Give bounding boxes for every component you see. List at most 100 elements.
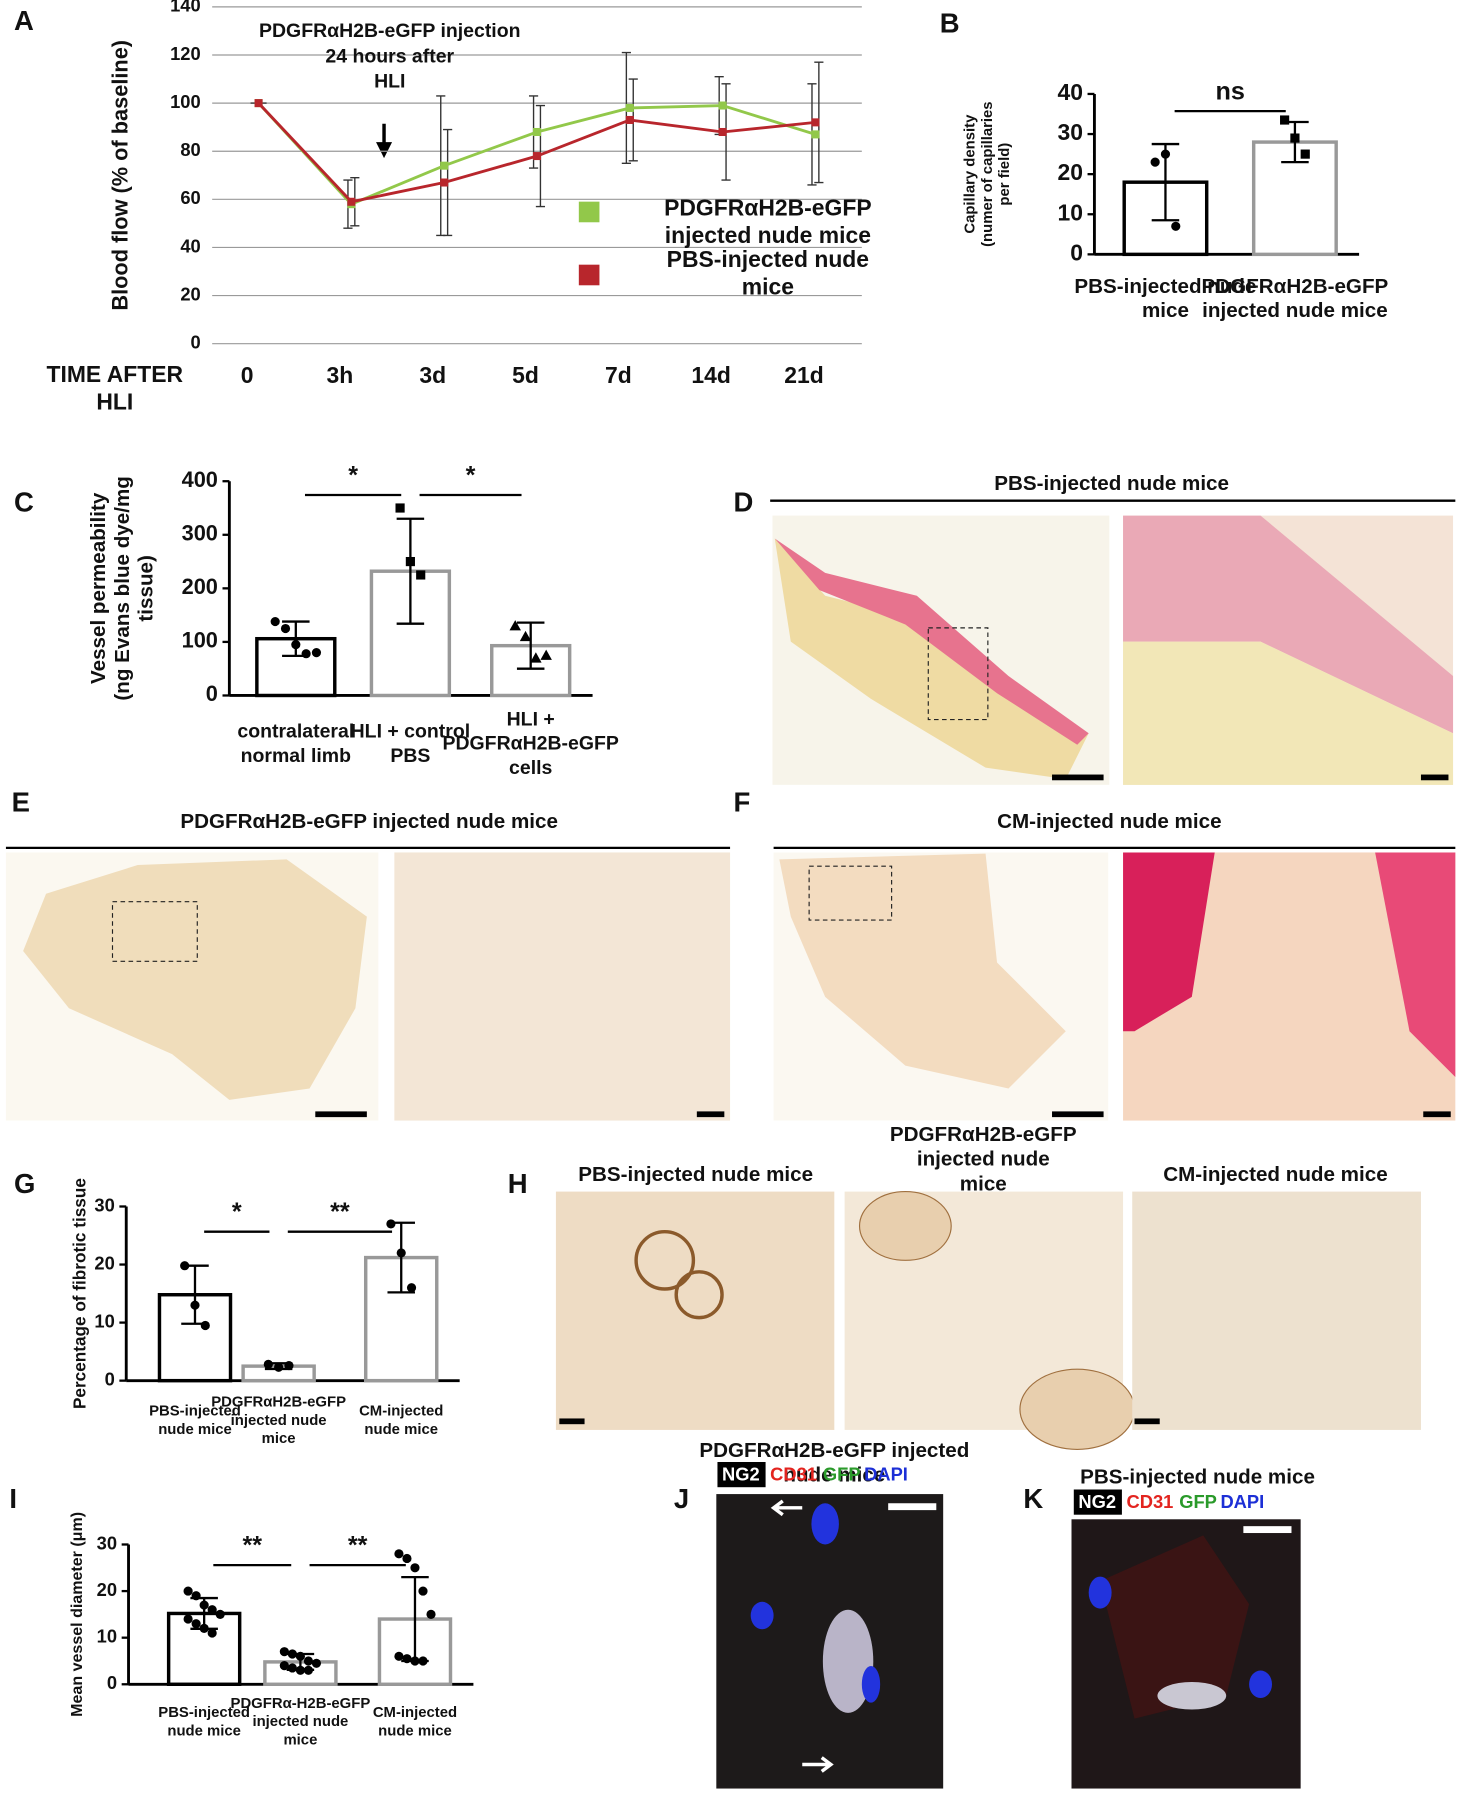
error-bar (396, 517, 425, 625)
y-tick-label: 100 (182, 628, 218, 653)
data-point (263, 1359, 273, 1369)
point (532, 127, 542, 137)
y-tick-label: 20 (1057, 159, 1082, 185)
annotation: 24 hours after (325, 45, 454, 67)
y-tick-label: 400 (182, 467, 218, 492)
channel-label: DAPI (864, 1464, 908, 1485)
data-point (311, 648, 322, 658)
point (440, 178, 449, 187)
point (718, 101, 727, 110)
data-point (416, 570, 426, 580)
data-point (183, 1614, 193, 1624)
data-point (183, 1586, 193, 1596)
error-bar (516, 621, 545, 670)
panel-letter: C (14, 486, 34, 517)
y-axis-label: Blood flow (% of baseline) (107, 40, 132, 311)
y-tick-label: 120 (170, 43, 201, 64)
point (625, 115, 634, 124)
micrograph (555, 1191, 835, 1430)
channel-badge (1073, 1489, 1122, 1515)
legend-swatch (578, 201, 600, 223)
data-point (402, 1654, 412, 1664)
data-point (394, 1651, 404, 1661)
data-point (1300, 149, 1310, 159)
y-tick-label: 20 (94, 1252, 114, 1273)
data-point (410, 1656, 420, 1666)
channel-label: NG2 (1078, 1491, 1116, 1512)
significance-label: ns (1215, 77, 1244, 105)
panel-letter: F (734, 787, 751, 818)
data-point (274, 1362, 284, 1372)
data-point (190, 1300, 200, 1310)
data-point (540, 649, 552, 660)
x-tick-label: HLI + control PBS (351, 721, 471, 767)
micrograph (772, 515, 1110, 785)
data-point (406, 1283, 417, 1293)
data-point (287, 1663, 297, 1673)
significance-label: * (232, 1198, 242, 1226)
data-point (280, 623, 291, 634)
y-tick-label: 30 (97, 1532, 117, 1553)
micrograph (1132, 1191, 1421, 1430)
data-point (1171, 221, 1181, 231)
panel-letter: K (1023, 1483, 1043, 1514)
x-tick-label: 21d (784, 362, 823, 388)
y-axis-label: Capillary density(numer of capillariespe… (963, 101, 1013, 247)
data-point (405, 556, 415, 567)
panel-letter: E (12, 787, 30, 818)
significance-label: ** (348, 1531, 368, 1559)
point (532, 152, 542, 161)
y-tick-label: 30 (94, 1194, 114, 1215)
data-point (1150, 157, 1160, 167)
data-point (200, 1320, 210, 1331)
y-tick-label: 20 (97, 1579, 117, 1600)
channel-label: DAPI (1220, 1491, 1264, 1512)
data-point (279, 1647, 289, 1657)
y-tick-label: 300 (182, 521, 218, 546)
y-tick-label: 200 (182, 574, 218, 599)
data-point (1160, 149, 1171, 159)
point (811, 118, 820, 127)
x-tick-label: PDGFRαH2B-eGFP injected nude mice (211, 1394, 346, 1447)
x-tick-label: CM-injected nude mice (359, 1404, 443, 1438)
panel-letter: A (14, 5, 34, 36)
data-point (270, 616, 280, 627)
data-point (402, 1553, 412, 1564)
y-tick-label: 40 (1057, 79, 1082, 105)
point (254, 99, 263, 108)
micrograph (716, 1494, 944, 1789)
data-point (215, 1609, 225, 1619)
data-point (295, 1665, 305, 1675)
x-tick-label: PBS-injected nude mice (158, 1705, 250, 1739)
x-tick-label: contralateral normal limb (237, 721, 354, 767)
channel-label: GFP (823, 1464, 861, 1485)
x-tick-label: PDGFRαH2B-eGFP injected nude mice (1202, 276, 1389, 323)
bar (490, 643, 572, 698)
y-tick-label: 20 (180, 283, 200, 304)
channel-label: GFP (1179, 1491, 1217, 1512)
panel-title: PDGFRαH2B-eGFP injected nude mice (180, 810, 558, 833)
y-tick-label: 0 (107, 1672, 117, 1693)
x-tick-label: 14d (691, 362, 730, 388)
data-point (386, 1219, 396, 1229)
data-point (1290, 133, 1300, 143)
micrograph (5, 852, 379, 1121)
annotation: HLI (374, 71, 405, 93)
significance-label: * (348, 461, 358, 489)
data-point (303, 1656, 314, 1666)
panel-title: PDGFRαH2B-eGFP injected nude mice (699, 1439, 969, 1487)
x-tick-label: 0 (241, 362, 254, 388)
point (811, 130, 820, 139)
micrograph (1071, 1519, 1301, 1789)
y-tick-label: 10 (97, 1626, 117, 1647)
y-tick-label: 60 (180, 187, 200, 208)
panel-letter: J (674, 1483, 689, 1514)
channel-badge (717, 1461, 766, 1488)
legend-swatch (578, 264, 600, 286)
x-tick-label: 3d (419, 362, 446, 388)
panel-letter: H (508, 1168, 528, 1199)
data-point (191, 1619, 201, 1629)
data-point (180, 1261, 190, 1271)
panel-subtitle: PBS-injected nude mice (578, 1163, 813, 1186)
panel-title: PBS-injected nude mice (1080, 1465, 1315, 1488)
